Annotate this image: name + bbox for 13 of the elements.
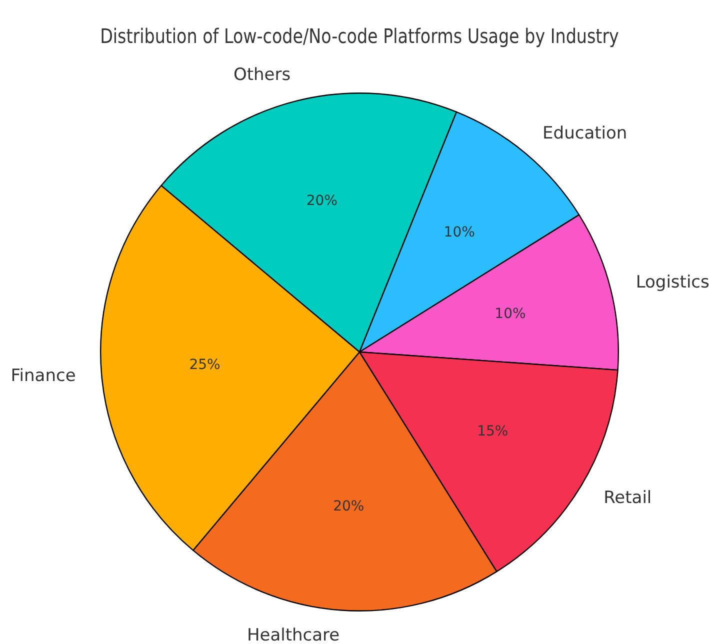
- slice-label: Retail: [604, 488, 652, 508]
- data-label: 10%: [494, 306, 526, 322]
- slice-label: Education: [542, 123, 628, 144]
- chart-title: Distribution of Low-code/No-code Platforms Usage by Industry: [100, 26, 620, 49]
- data-label: 20%: [306, 192, 338, 209]
- data-label: 25%: [189, 357, 220, 374]
- data-label: 20%: [333, 498, 364, 515]
- slice-label: Finance: [10, 366, 76, 386]
- slice-label: Others: [233, 65, 291, 86]
- data-label: 15%: [477, 424, 508, 440]
- data-label: 10%: [444, 224, 475, 241]
- slice-label: Logistics: [636, 272, 709, 293]
- slice-label: Healthcare: [246, 626, 340, 644]
